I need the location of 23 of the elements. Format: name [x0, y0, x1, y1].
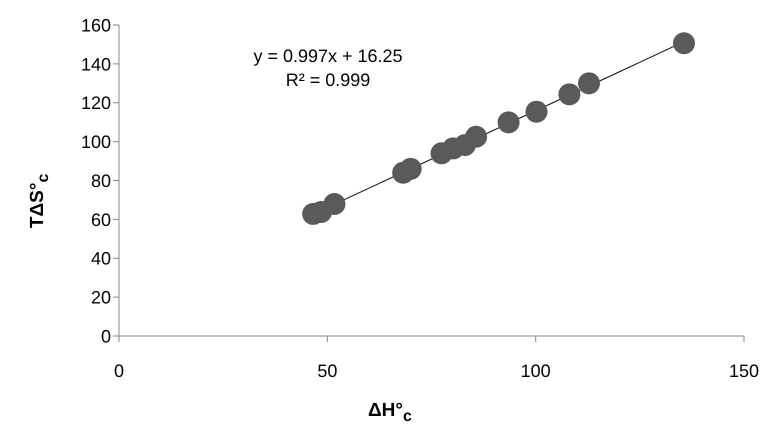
- annotation: R² = 0.999: [284, 69, 372, 92]
- x-tick-label: 100: [520, 360, 551, 381]
- point: [558, 83, 580, 106]
- point: [673, 32, 695, 54]
- y-tick-label: 0: [100, 326, 111, 346]
- y-tick-label: 20: [90, 288, 111, 308]
- y-tick-label: 40: [90, 248, 111, 269]
- point: [323, 193, 346, 216]
- annotation: y = 0.997x + 16.25: [252, 45, 404, 68]
- y-tick-label: 100: [80, 132, 111, 152]
- y-tick-label: 80: [90, 170, 111, 191]
- x-tick-label: 0: [114, 360, 124, 381]
- point: [465, 126, 488, 148]
- point: [498, 111, 520, 134]
- x-axis-title: ΔH°$_{c}$: [368, 400, 412, 426]
- point: [578, 72, 600, 94]
- y-tick-label: 120: [80, 93, 111, 114]
- point: [526, 100, 548, 123]
- x-tick-label: 50: [317, 360, 338, 381]
- y-tick-label: 140: [80, 54, 111, 74]
- y-tick-label: 60: [90, 210, 111, 230]
- x-tick-label: 150: [728, 360, 760, 381]
- y-tick-label: 160: [80, 15, 111, 36]
